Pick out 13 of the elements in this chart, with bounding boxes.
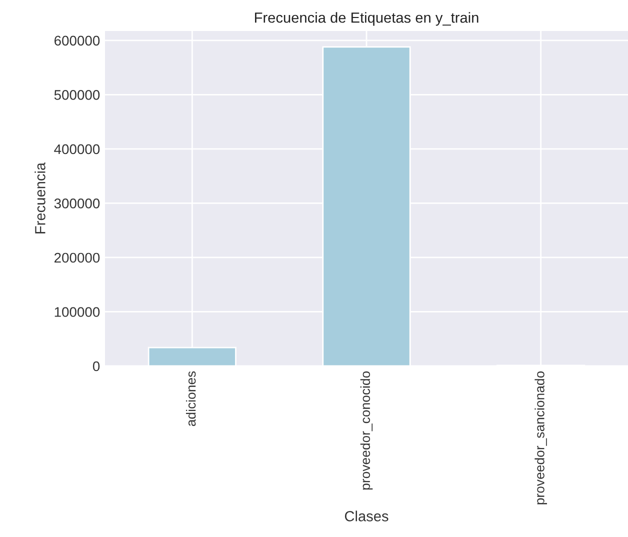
chart-title: Frecuencia de Etiquetas en y_train	[255, 12, 478, 26]
y-axis-title: Frecuencia	[34, 162, 46, 234]
x-tick-label: proveedor_conocido	[360, 371, 373, 490]
y-tick-label: 0	[92, 361, 100, 372]
y-tick-label: 300000	[54, 198, 100, 208]
x-tick-label: proveedor_sancionado	[534, 371, 547, 504]
x-tick-label: adiciones	[186, 371, 196, 426]
y-tick-label: 100000	[54, 307, 100, 317]
y-tick-label: 200000	[54, 252, 100, 263]
x-axis-title: Clases	[344, 510, 388, 522]
y-tick-label: 400000	[54, 144, 100, 154]
y-tick-label: 600000	[54, 36, 100, 46]
y-tick-label: 500000	[54, 90, 100, 100]
